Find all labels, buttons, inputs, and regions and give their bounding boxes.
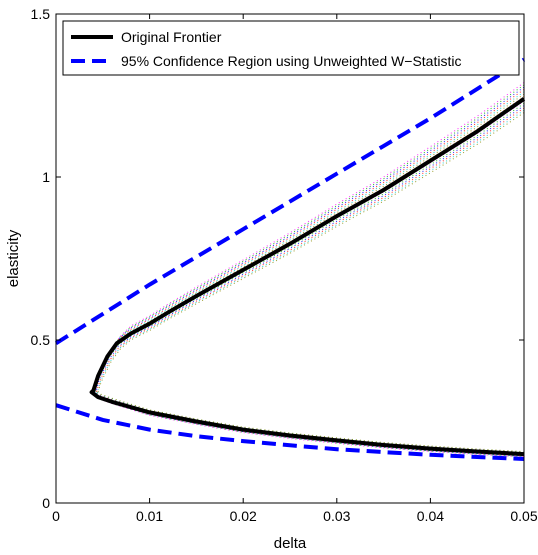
x-tick-label: 0 [52, 508, 60, 524]
bootstrap-curve [90, 98, 525, 455]
x-tick-label: 0.03 [323, 508, 350, 524]
bootstrap-curve [91, 96, 525, 455]
bootstrap-curve [92, 102, 525, 454]
legend: Original Frontier 95% Confidence Region … [62, 20, 520, 76]
x-axis-label: delta [274, 535, 307, 552]
y-axis-label: elasticity [5, 229, 22, 287]
bootstrap-curve [93, 86, 525, 457]
plot-frame [55, 13, 525, 504]
y-tick-label: 0.5 [31, 332, 51, 348]
bootstrap-curve [93, 112, 525, 453]
bootstrap-curve [93, 109, 525, 453]
original-frontier-line [89, 97, 526, 457]
y-tick-label: 1.5 [31, 6, 51, 22]
x-tick-label: 0.02 [230, 508, 257, 524]
axis-ticks: 0 0.01 0.02 0.03 0.04 0.05 0 0.5 1 1.5 [31, 6, 538, 524]
bootstrap-curve [90, 100, 525, 455]
bootstrap-curve [93, 89, 525, 457]
x-tick-label: 0.05 [510, 508, 537, 524]
bootstrap-curve [94, 82, 525, 458]
bootstrap-curves [90, 82, 525, 458]
legend-label-confidence-region: 95% Confidence Region using Unweighted W… [121, 53, 461, 69]
bootstrap-curve [91, 93, 525, 456]
bootstrap-curve [93, 107, 525, 453]
y-tick-label: 0 [42, 495, 50, 511]
series-layer [54, 57, 526, 461]
legend-label-original-frontier: Original Frontier [121, 29, 222, 45]
confidence-region-line [54, 57, 526, 345]
x-tick-label: 0.04 [417, 508, 444, 524]
legend-box [62, 20, 520, 76]
bootstrap-curve [94, 84, 525, 458]
x-tick-label: 0.01 [136, 508, 163, 524]
y-tick-label: 1 [42, 169, 50, 185]
bootstrap-curve [92, 91, 525, 456]
bootstrap-curve [92, 105, 525, 454]
confidence-region-line [55, 403, 525, 461]
